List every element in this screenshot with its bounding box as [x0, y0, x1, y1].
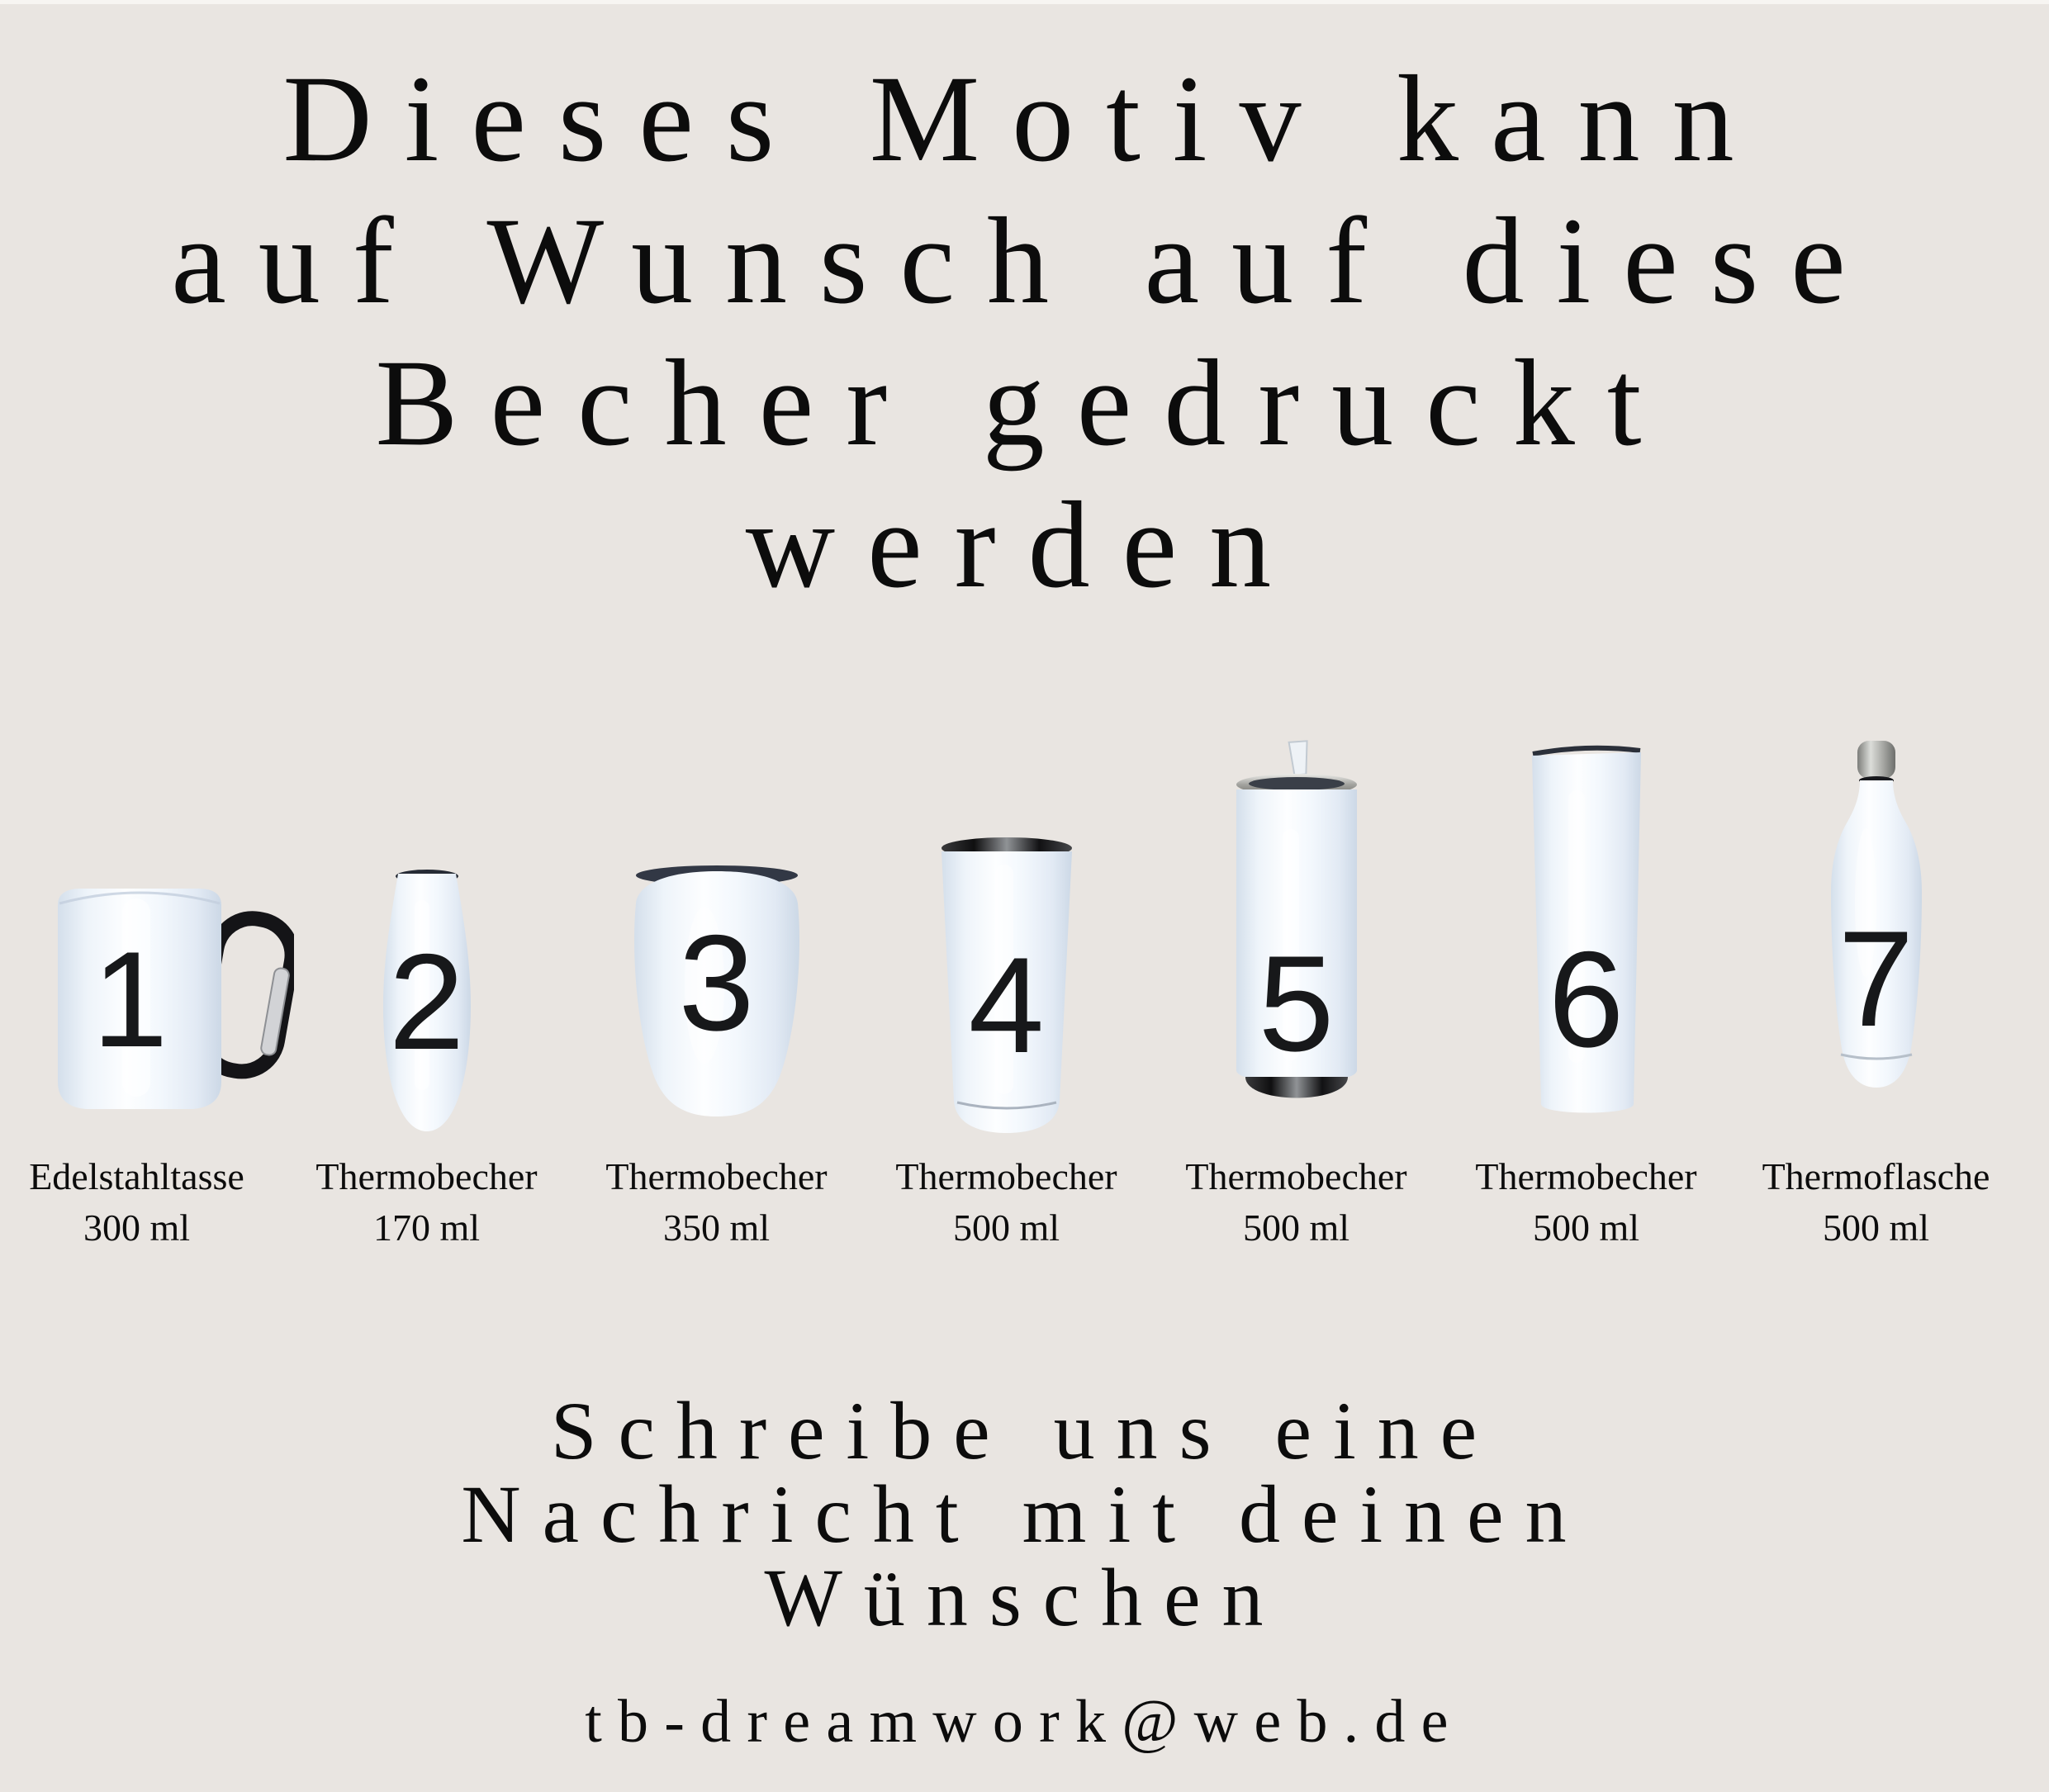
product-photo: 4: [861, 718, 1151, 1148]
product-name: Thermobecher: [605, 1155, 828, 1197]
top-edge-strip: [0, 0, 2049, 4]
product-photo: 6: [1441, 718, 1731, 1148]
product-photo: 5: [1151, 718, 1441, 1148]
cola-bottle-icon: [1830, 741, 1922, 1088]
product-label: Thermoflasche 500 ml: [1762, 1151, 1990, 1254]
product-number: 6: [1548, 923, 1624, 1075]
product-label: Thermobecher 500 ml: [1475, 1151, 1696, 1254]
product-number: 2: [388, 926, 465, 1078]
product-photo: 3: [572, 718, 861, 1148]
skinny-tumbler-icon: [1531, 745, 1641, 1113]
product-volume: 500 ml: [952, 1207, 1060, 1249]
product-volume: 170 ml: [372, 1207, 481, 1249]
product-label: Thermobecher 500 ml: [1185, 1151, 1406, 1254]
product-row: 1 Edelstahltasse 300 ml 2 Thermobecher 1…: [0, 718, 2021, 1254]
product-number: 1: [92, 923, 168, 1075]
flute-tumbler-icon: [382, 870, 471, 1131]
wine-tumbler-icon: [633, 865, 799, 1116]
product-volume: 350 ml: [662, 1207, 771, 1249]
product-number: 3: [678, 907, 755, 1059]
product-label: Edelstahltasse 300 ml: [29, 1151, 244, 1254]
headline-line: Becher gedruckt: [375, 334, 1674, 472]
product-item-2: 2 Thermobecher 170 ml: [282, 718, 572, 1254]
product-volume: 300 ml: [83, 1207, 191, 1249]
product-volume: 500 ml: [1242, 1207, 1350, 1249]
can-bottle-icon: [1236, 740, 1357, 1098]
mug-carabiner-icon: [57, 889, 294, 1109]
product-number: 7: [1838, 903, 1914, 1055]
cta-line: Schreibe uns eine: [550, 1385, 1499, 1477]
headline: Dieses Motiv kann auf Wunsch auf diese B…: [0, 0, 2049, 616]
cta-line: Nachricht mit deinen: [461, 1468, 1588, 1560]
product-volume: 500 ml: [1532, 1207, 1640, 1249]
headline-line: werden: [745, 476, 1304, 614]
product-volume: 500 ml: [1822, 1207, 1930, 1249]
product-label: Thermobecher 350 ml: [605, 1151, 827, 1254]
product-item-7: 7 Thermoflasche 500 ml: [1731, 718, 2021, 1254]
product-name: Thermobecher: [315, 1155, 538, 1197]
cta-line: Wünschen: [764, 1552, 1285, 1643]
product-number: 4: [968, 929, 1045, 1081]
product-label: Thermobecher 500 ml: [895, 1151, 1117, 1254]
product-photo: 1: [0, 718, 294, 1148]
product-photo: 7: [1731, 718, 2021, 1148]
headline-line: auf Wunsch auf diese: [171, 192, 1878, 329]
product-name: Thermobecher: [1475, 1155, 1697, 1197]
product-name: Thermobecher: [895, 1155, 1117, 1197]
product-item-3: 3 Thermobecher 350 ml: [572, 718, 861, 1254]
product-name: Edelstahltasse: [29, 1155, 244, 1197]
product-number: 5: [1258, 927, 1335, 1079]
product-item-6: 6 Thermobecher 500 ml: [1441, 718, 1731, 1254]
contact-email: tb-dreamwork@web.de: [585, 1688, 1464, 1756]
product-item-1: 1 Edelstahltasse 300 ml: [0, 718, 294, 1254]
product-name: Thermobecher: [1185, 1155, 1407, 1197]
call-to-action: Schreibe uns eine Nachricht mit deinen W…: [0, 1389, 2049, 1639]
product-name: Thermoflasche: [1762, 1155, 1990, 1197]
product-photo: 2: [282, 718, 572, 1148]
product-item-4: 4 Thermobecher 500 ml: [861, 718, 1151, 1254]
headline-line: Dieses Motiv kann: [282, 50, 1767, 187]
product-item-5: 5 Thermobecher 500 ml: [1151, 718, 1441, 1254]
product-label: Thermobecher 170 ml: [315, 1151, 537, 1254]
tapered-tumbler-icon: [941, 837, 1072, 1133]
